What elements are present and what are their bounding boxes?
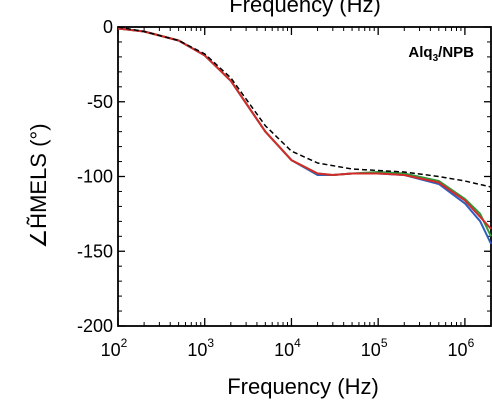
series-line-3: [117, 27, 492, 230]
x-tick-labels: 102 103 104 105 106: [101, 336, 475, 360]
annotation-tail: /NPB: [438, 44, 474, 61]
y-tick-label: -50: [87, 92, 113, 112]
x-tick-label: 105: [361, 336, 388, 360]
y-axis-label: ∠H̃MELS (°): [26, 123, 51, 248]
y-tick-label: -200: [77, 316, 113, 336]
x-tick-label: 102: [101, 336, 128, 360]
top-title-partial: Frequency (Hz): [229, 0, 381, 17]
x-tick-label: 106: [448, 336, 475, 360]
x-tick-label: 103: [187, 336, 214, 360]
series-line-4: [117, 26, 492, 188]
annotation-subscript: 3: [433, 53, 439, 64]
x-axis-label: Frequency (Hz): [227, 374, 379, 399]
y-tick-label: -100: [77, 167, 113, 187]
x-tick-label: 104: [274, 336, 301, 360]
y-tick-label: 0: [103, 17, 113, 37]
y-tick-labels: 0 -50 -100 -150 -200: [77, 17, 113, 336]
series-lines: [117, 26, 492, 245]
y-tick-label: -150: [77, 241, 113, 261]
annotation-main: Alq: [408, 44, 432, 61]
sample-annotation: Alq3/NPB: [408, 44, 474, 64]
axis-ticks: [117, 26, 492, 327]
